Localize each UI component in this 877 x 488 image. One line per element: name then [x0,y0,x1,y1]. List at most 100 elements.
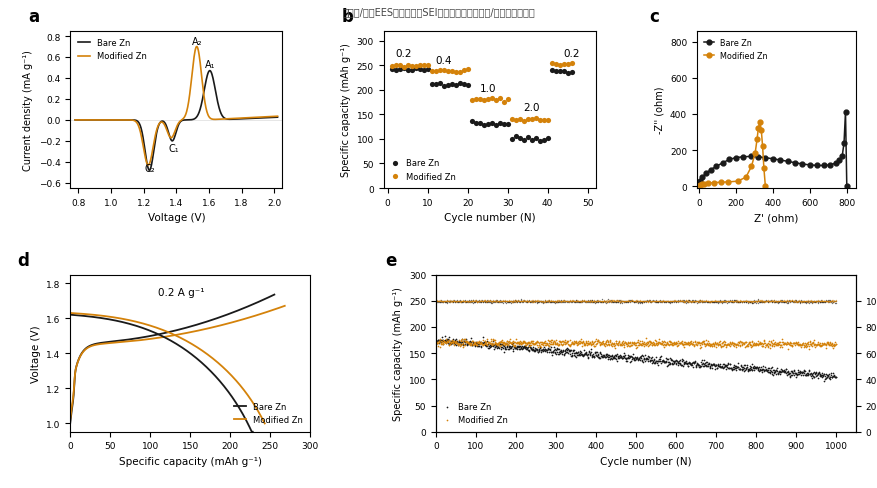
Point [709,298,724,305]
Point [503,297,517,305]
Point [450,297,464,305]
Modified Zn [716,339,730,346]
Bare Zn [625,350,639,358]
Point [488,298,503,305]
Modified Zn [604,339,618,347]
Bare Zn [707,362,721,370]
Modified Zn [645,341,660,348]
Modified Zn [535,342,549,349]
Point [672,297,686,305]
Point [709,299,723,306]
Point [536,299,550,306]
Modified Zn [688,340,702,348]
Point [495,297,509,305]
Bare Zn [654,357,668,365]
Modified Zn [531,342,545,349]
Modified Zn [595,339,609,346]
Point [659,298,673,305]
Modified Zn [709,341,723,348]
Modified Zn [703,343,717,350]
Point [574,298,588,306]
Point [463,297,477,305]
Modified Zn [605,340,619,348]
Point [474,297,488,305]
Modified Zn [714,340,728,347]
Legend: Bare Zn, Modified Zn: Bare Zn, Modified Zn [231,399,306,427]
Modified Zn [797,339,811,347]
Bare Zn [548,68,562,76]
Point [474,298,488,305]
Modified Zn [431,338,446,346]
Point [593,298,607,305]
Bare Zn [754,369,768,377]
Point [641,297,655,305]
Modified Zn [556,339,570,346]
Modified Zn [517,339,531,346]
Point [437,298,451,305]
Bare Zn [607,351,621,359]
Modified Zn [804,342,818,350]
Modified Zn [590,336,604,344]
Point [668,298,682,306]
Bare Zn [688,364,702,371]
Point [543,298,557,305]
Modified Zn [492,338,506,346]
Bare Zn [639,355,653,363]
Modified Zn [696,340,710,348]
Modified Zn [790,342,804,350]
Point [769,298,783,306]
Point [517,297,531,305]
Bare Zn [604,356,618,364]
Modified Zn [645,341,660,348]
Point [462,297,476,305]
Modified Zn [726,342,740,350]
Point [500,298,514,305]
Bare Zn [631,354,645,362]
Modified Zn [665,342,679,349]
Bare Zn [646,356,660,364]
Point [809,297,824,305]
Point [673,297,687,305]
Bare Zn [470,340,484,347]
Point [631,297,645,305]
Point [786,297,800,305]
Point [707,298,721,306]
Modified Zn [700,340,714,348]
Modified Zn [553,61,567,69]
Point [788,298,802,305]
Point [586,298,600,306]
Modified Zn [444,339,458,346]
Modified Zn [631,340,645,347]
Point [578,298,592,306]
Bare Zn [472,343,486,350]
Bare Zn [458,337,472,345]
Bare Zn [785,369,799,377]
Bare Zn [728,363,742,370]
Point [757,298,771,305]
Point [546,298,560,305]
Text: 张乃庆/张宇EES：多功能类SEI结构涂层实现高电流/容量稳定锁负极: 张乃庆/张宇EES：多功能类SEI结构涂层实现高电流/容量稳定锁负极 [342,7,535,17]
Modified Zn [667,341,681,348]
Point [451,298,465,305]
Bare Zn [717,360,731,368]
Bare Zn [745,364,759,371]
Point [822,297,836,305]
Point [620,297,634,305]
Point [542,298,556,305]
Bare Zn [477,340,491,347]
Bare Zn [667,357,681,365]
Modified Zn [760,339,774,347]
Point [678,296,692,304]
Point [695,299,709,306]
Point [562,298,576,305]
Point [674,297,688,305]
Point [458,298,472,305]
Point [808,298,822,305]
Modified Zn [802,340,816,348]
Bare Zn [458,338,472,346]
Point [510,298,524,306]
Point [652,297,666,305]
Point [673,298,687,305]
Bare Zn [658,358,672,366]
Point [522,297,536,305]
